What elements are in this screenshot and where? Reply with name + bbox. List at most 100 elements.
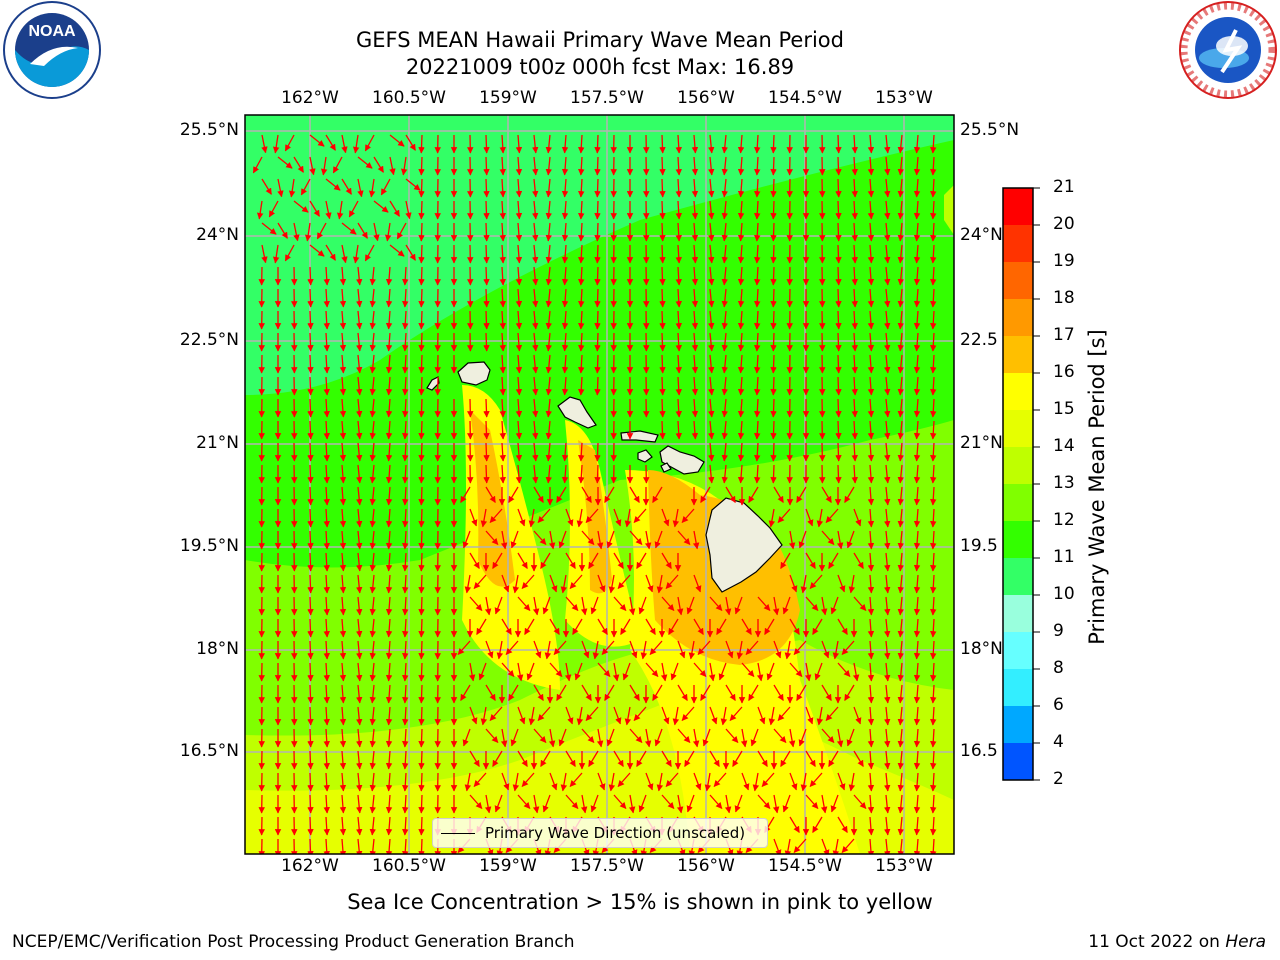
wave-direction-arrow <box>323 464 330 484</box>
wave-direction-arrow <box>867 728 875 748</box>
wave-direction-arrow <box>355 684 363 704</box>
wave-direction-arrow <box>757 750 768 767</box>
wave-direction-arrow <box>851 420 858 440</box>
wave-direction-arrow <box>867 596 875 616</box>
wave-direction-arrow <box>707 442 715 462</box>
legend-line-icon <box>441 832 475 834</box>
wave-direction-arrow <box>867 354 875 374</box>
wave-direction-arrow <box>385 772 393 792</box>
wave-direction-arrow <box>851 156 858 176</box>
wave-direction-arrow <box>561 200 569 220</box>
wave-direction-arrow <box>754 354 761 374</box>
wave-direction-arrow <box>930 178 937 198</box>
wave-direction-arrow <box>897 838 905 854</box>
colorbar-swatch <box>1003 447 1033 485</box>
wave-direction-arrow <box>883 596 891 616</box>
wave-direction-arrow <box>590 794 599 813</box>
wave-direction-arrow <box>867 640 875 660</box>
wave-direction-arrow <box>277 156 293 169</box>
wave-direction-arrow <box>721 134 729 154</box>
wave-direction-arrow <box>517 794 531 809</box>
wave-direction-arrow <box>558 728 567 747</box>
wave-direction-arrow <box>883 398 891 418</box>
wave-direction-arrow <box>883 508 891 528</box>
wave-direction-arrow <box>499 222 506 242</box>
wave-direction-arrow <box>835 288 842 308</box>
wave-direction-arrow <box>339 662 347 682</box>
wave-direction-arrow <box>770 464 777 484</box>
wave-direction-arrow <box>339 640 347 660</box>
wave-direction-arrow <box>867 266 875 286</box>
wave-direction-arrow <box>549 772 558 791</box>
wave-direction-arrow <box>770 178 777 198</box>
wave-direction-arrow <box>499 464 506 484</box>
wave-direction-arrow <box>369 750 377 770</box>
wave-direction-arrow <box>837 662 851 677</box>
wave-direction-arrow <box>307 530 314 550</box>
wave-direction-arrow <box>405 200 412 220</box>
wave-direction-arrow <box>339 728 347 748</box>
wave-direction-arrow <box>533 530 547 545</box>
lat-label-right: 25.5°N <box>960 120 1020 140</box>
wave-direction-arrow <box>339 310 347 330</box>
wave-direction-arrow <box>580 794 588 814</box>
wave-direction-arrow <box>832 838 840 854</box>
wave-direction-arrow <box>483 244 490 264</box>
wave-direction-arrow <box>707 398 715 418</box>
wave-direction-arrow <box>597 772 606 791</box>
wave-direction-arrow <box>675 200 682 220</box>
wave-direction-arrow <box>307 288 314 308</box>
wave-direction-arrow <box>821 486 832 503</box>
wave-direction-arrow <box>652 486 663 503</box>
wave-direction-arrow <box>867 244 875 264</box>
wave-direction-arrow <box>675 310 682 330</box>
lon-label-bottom: 160.5°W <box>372 856 446 876</box>
wave-direction-arrow <box>770 288 777 308</box>
wave-direction-arrow <box>777 508 791 523</box>
wave-direction-arrow <box>821 530 835 545</box>
wave-direction-arrow <box>754 156 761 176</box>
wave-direction-arrow <box>754 178 761 198</box>
wave-direction-arrow <box>469 706 478 725</box>
wave-direction-arrow <box>325 200 332 220</box>
wave-direction-arrow <box>309 134 325 147</box>
wave-direction-arrow <box>867 288 875 308</box>
wave-direction-arrow <box>659 420 666 440</box>
wave-direction-arrow <box>569 772 583 787</box>
wave-direction-arrow <box>883 376 891 396</box>
field-plume-kauai <box>462 385 560 690</box>
wave-direction-arrow <box>323 794 330 814</box>
wave-direction-arrow <box>339 288 347 308</box>
wave-direction-arrow <box>757 706 766 725</box>
wave-direction-arrow <box>369 288 377 308</box>
wave-direction-arrow <box>814 662 823 681</box>
wave-direction-arrow <box>913 222 921 242</box>
wave-direction-arrow <box>332 156 343 174</box>
lat-label-left: 18°N <box>196 639 239 659</box>
wave-direction-arrow <box>561 222 569 242</box>
colorbar-tick-label: 20 <box>1053 214 1075 234</box>
wave-direction-arrow <box>385 266 393 286</box>
wave-direction-arrow <box>485 530 499 545</box>
wave-direction-arrow <box>594 178 601 198</box>
wave-direction-arrow <box>489 508 503 523</box>
wave-direction-arrow <box>645 772 654 791</box>
wave-direction-arrow <box>385 464 393 484</box>
wave-direction-arrow <box>835 332 842 352</box>
field-core-oahu <box>578 440 612 594</box>
wave-direction-arrow <box>309 156 316 176</box>
wave-direction-arrow <box>339 486 347 506</box>
wave-direction-arrow <box>581 728 595 743</box>
wave-direction-arrow <box>913 596 921 616</box>
wave-direction-arrow <box>499 442 506 462</box>
wave-direction-arrow <box>309 200 320 217</box>
wave-direction-arrow <box>757 596 771 611</box>
wave-direction-arrow <box>512 772 520 792</box>
wave-direction-arrow <box>272 134 280 154</box>
wave-direction-arrow <box>851 134 858 154</box>
wave-direction-arrow <box>773 486 784 503</box>
wave-direction-arrow <box>402 750 409 770</box>
wave-direction-arrow <box>499 376 506 396</box>
wave-direction-arrow <box>867 794 875 814</box>
wave-direction-arrow <box>499 266 506 286</box>
